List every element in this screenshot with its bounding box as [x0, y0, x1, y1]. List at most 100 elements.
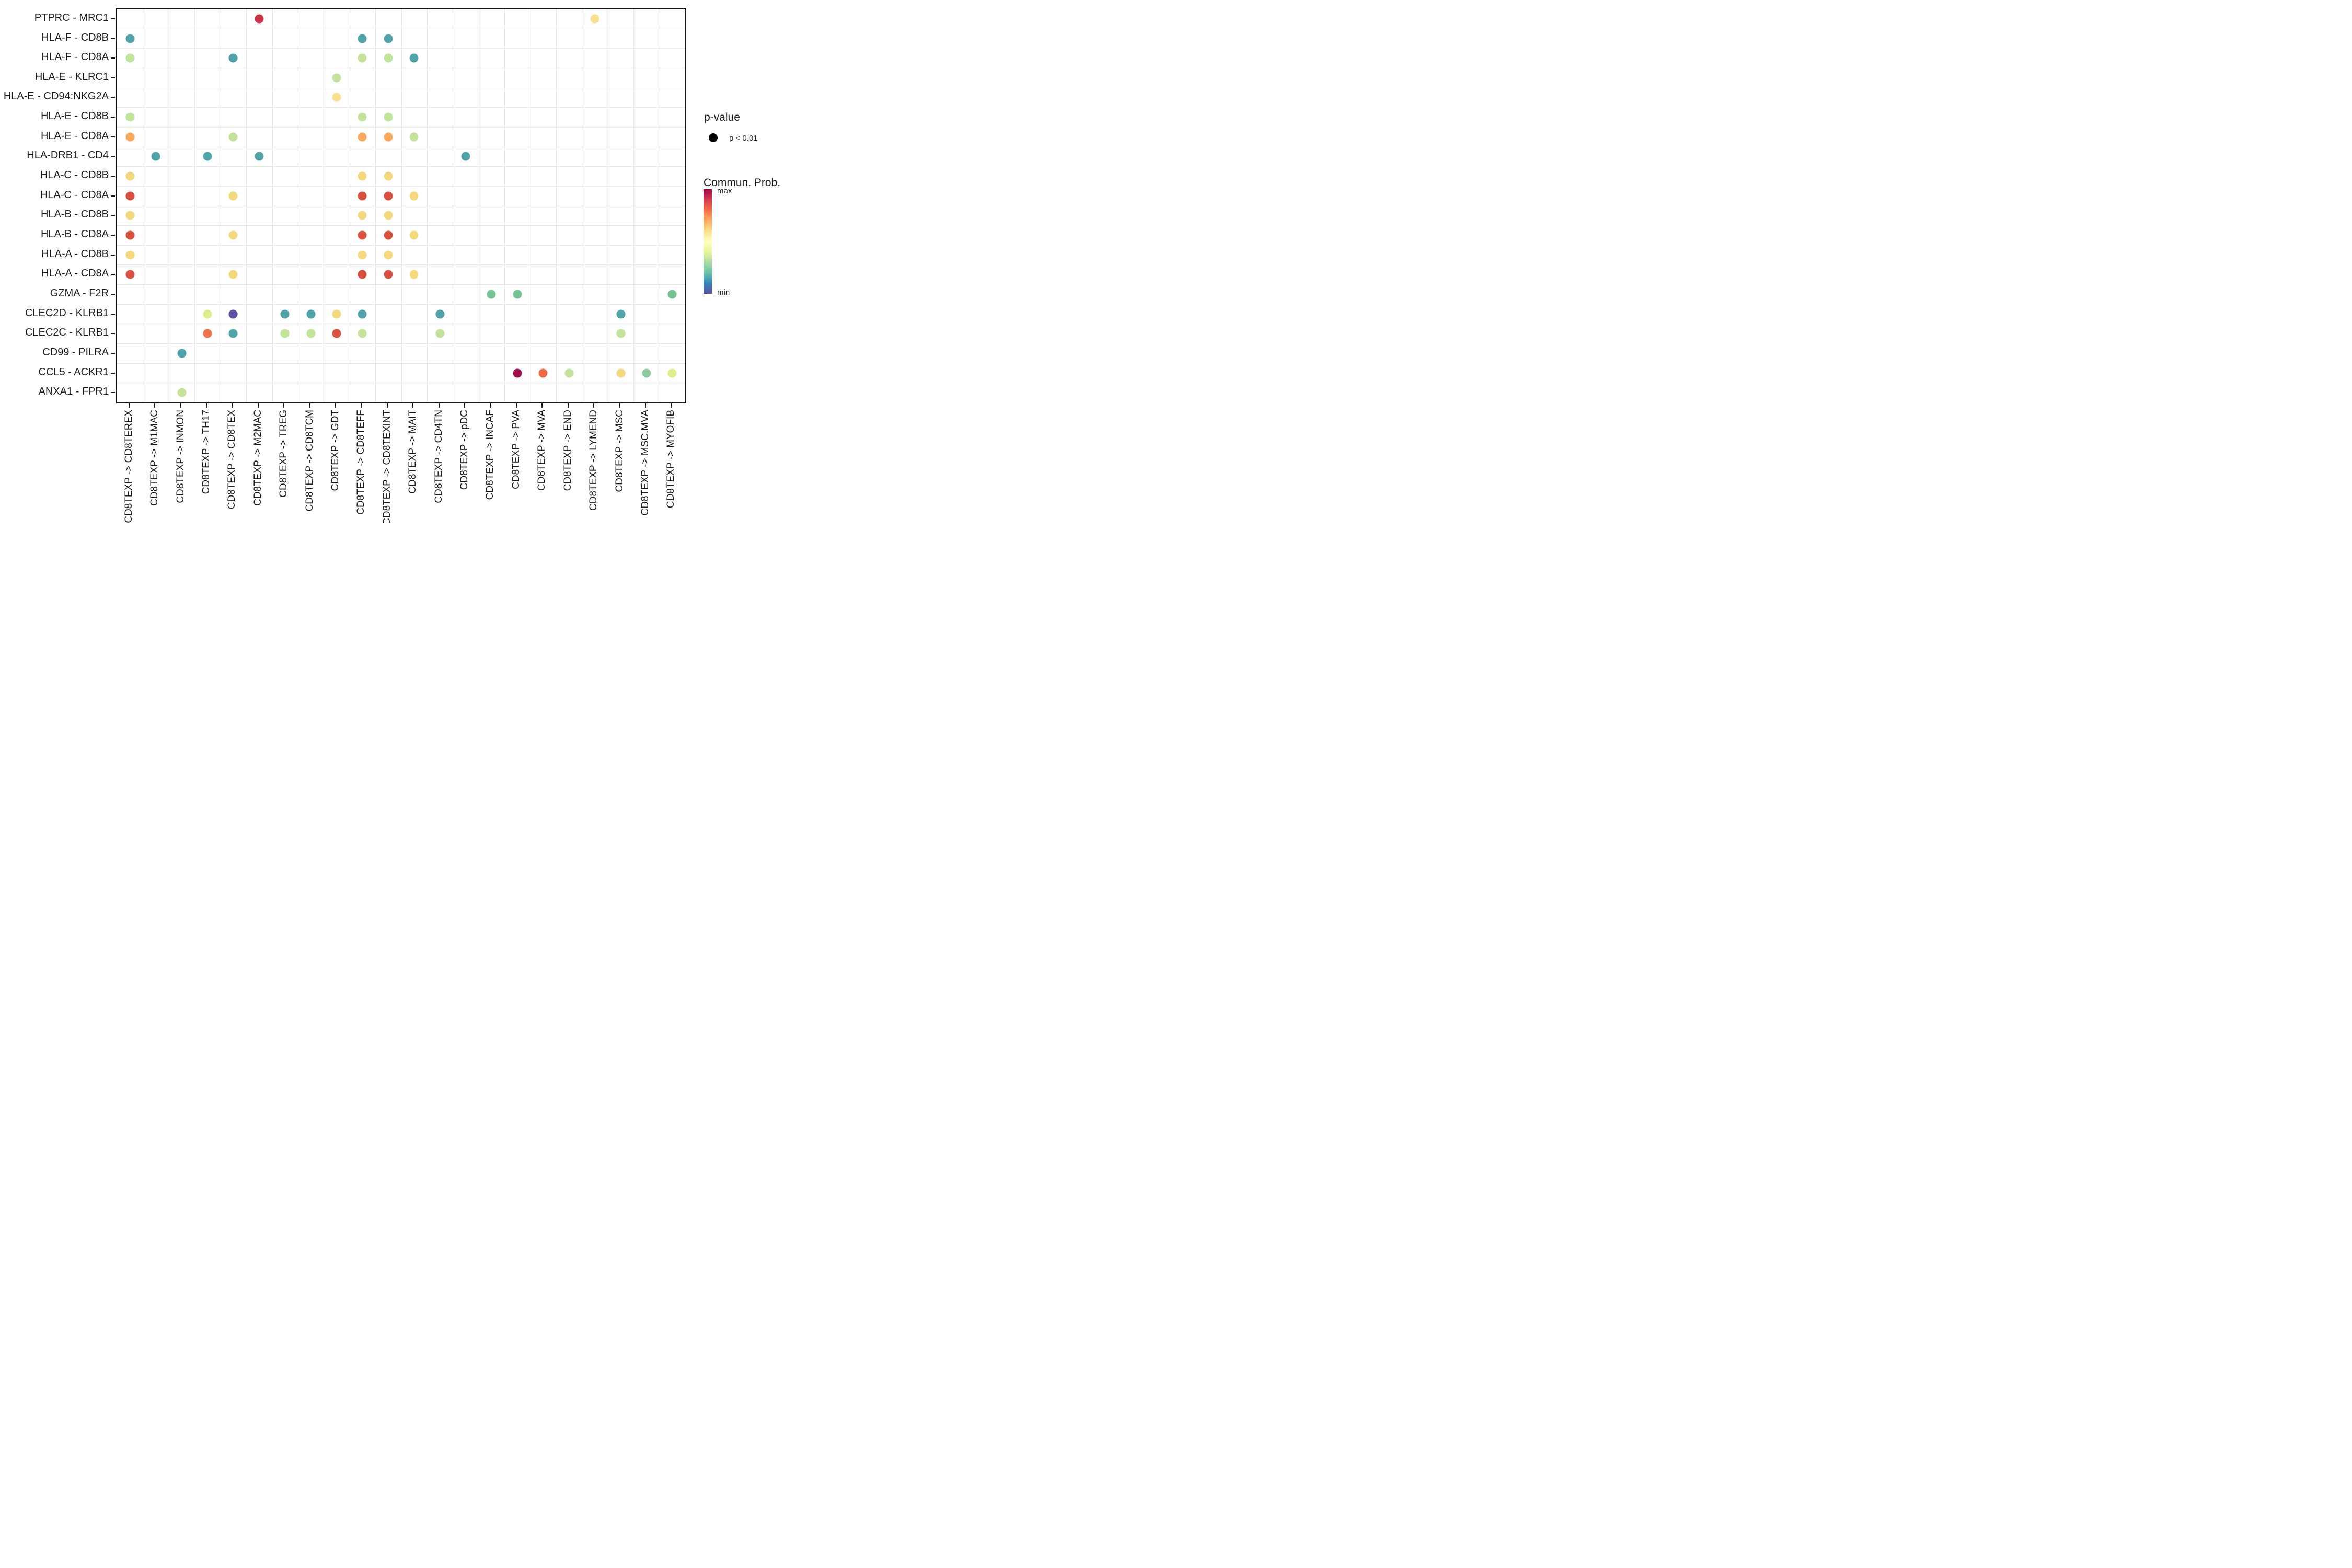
x-axis-tick	[464, 403, 465, 408]
dot	[384, 34, 393, 43]
x-axis-label: CD8TEXP -> pDC	[459, 410, 470, 490]
dot	[203, 309, 212, 319]
x-axis-label: CD8TEXP -> CD8TEREX	[123, 410, 134, 523]
colorbar	[704, 189, 712, 294]
dot	[228, 191, 238, 201]
x-axis-label: CD8TEXP -> TREG	[278, 410, 290, 498]
y-axis-label: CLEC2D - KLRB1	[25, 307, 109, 319]
dot	[332, 93, 341, 102]
x-axis-label: CD8TEXP -> MAIT	[407, 410, 419, 494]
dot	[616, 309, 625, 319]
dot	[358, 112, 367, 122]
y-axis-label: ANXA1 - FPR1	[38, 386, 109, 398]
dot	[384, 191, 393, 201]
dot	[358, 171, 367, 181]
dot	[177, 349, 186, 358]
dot	[667, 290, 677, 299]
dot	[280, 309, 290, 319]
dot	[358, 34, 367, 43]
y-axis-tick	[111, 392, 115, 394]
x-axis-label: CD8TEXP -> CD8TEXINT	[381, 410, 393, 523]
x-axis-tick	[593, 403, 595, 408]
dot	[228, 230, 238, 240]
x-axis-label: CD8TEXP -> GDT	[330, 410, 341, 491]
gridline-h	[117, 304, 685, 305]
y-axis-tick	[111, 215, 115, 216]
dot	[435, 329, 445, 338]
y-axis-tick	[111, 136, 115, 137]
y-axis-tick	[111, 77, 115, 78]
gridline-h	[117, 225, 685, 226]
gridline-h	[117, 245, 685, 246]
y-axis-label: HLA-E - KLRC1	[34, 71, 109, 83]
x-axis-tick	[335, 403, 336, 408]
dot	[306, 329, 316, 338]
colorbar-legend-title: Commun. Prob.	[704, 177, 781, 189]
y-axis-label: HLA-B - CD8A	[40, 228, 109, 240]
x-axis-tick	[361, 403, 362, 408]
y-axis-label: PTPRC - MRC1	[34, 11, 109, 24]
y-axis-label: CD99 - PILRA	[42, 346, 109, 358]
dot	[409, 230, 419, 240]
y-axis-tick	[111, 274, 115, 275]
y-axis-tick	[111, 156, 115, 157]
x-axis-label: CD8TEXP -> CD4TN	[433, 410, 444, 503]
y-axis-tick	[111, 372, 115, 374]
y-axis-tick	[111, 352, 115, 354]
dot	[125, 191, 135, 201]
dot	[228, 270, 238, 279]
y-axis-tick	[111, 313, 115, 315]
colorbar-min-label: min	[717, 288, 730, 297]
dot	[409, 53, 419, 63]
x-axis-label: CD8TEXP -> CD8TCM	[304, 410, 315, 512]
colorbar-max-label: max	[717, 187, 732, 195]
gridline-h	[117, 264, 685, 266]
dot	[255, 14, 264, 24]
dot	[384, 132, 393, 142]
gridline-h	[117, 363, 685, 364]
dot	[228, 53, 238, 63]
dot	[151, 152, 160, 161]
dot	[280, 329, 290, 338]
x-axis-tick	[438, 403, 440, 408]
x-axis-tick	[180, 403, 181, 408]
dot	[177, 388, 186, 397]
gridline-h	[117, 126, 685, 128]
gridline-h	[117, 284, 685, 285]
y-axis-tick	[111, 97, 115, 98]
dot	[358, 250, 367, 260]
x-axis-label: CD8TEXP -> MVA	[536, 410, 548, 491]
dot	[228, 132, 238, 142]
x-axis-label: CD8TEXP -> MYOFIB	[665, 410, 677, 509]
dot	[358, 211, 367, 220]
x-axis-label: CD8TEXP -> PVA	[510, 410, 522, 489]
x-axis-label: CD8TEXP -> INMON	[175, 410, 186, 503]
pvalue-item-label: p < 0.01	[729, 134, 758, 143]
dot	[125, 270, 135, 279]
dot	[228, 309, 238, 319]
x-axis-label: CD8TEXP -> CD8TEFF	[355, 410, 367, 515]
dot	[513, 290, 522, 299]
dot	[384, 230, 393, 240]
dot	[358, 309, 367, 319]
x-axis-label: CD8TEXP -> M1MAC	[149, 410, 160, 506]
y-axis-label: HLA-E - CD94:NKG2A	[3, 90, 109, 102]
x-axis-tick	[567, 403, 569, 408]
y-axis-tick	[111, 18, 115, 19]
dot	[616, 368, 625, 377]
x-axis-tick	[205, 403, 207, 408]
dot	[461, 152, 470, 161]
dot	[332, 329, 341, 338]
dot	[125, 211, 135, 220]
dot	[255, 152, 264, 161]
x-axis-tick	[128, 403, 130, 408]
cellchat-bubble-plot: PTPRC - MRC1 HLA-F - CD8B HLA-F - CD8A HLA-…	[0, 0, 784, 523]
dot	[358, 230, 367, 240]
y-axis-tick	[111, 195, 115, 197]
dot	[358, 191, 367, 201]
dot	[358, 53, 367, 63]
y-axis-tick	[111, 57, 115, 59]
y-axis-label: CLEC2C - KLRB1	[25, 327, 109, 339]
dot	[125, 250, 135, 260]
dot	[358, 329, 367, 338]
